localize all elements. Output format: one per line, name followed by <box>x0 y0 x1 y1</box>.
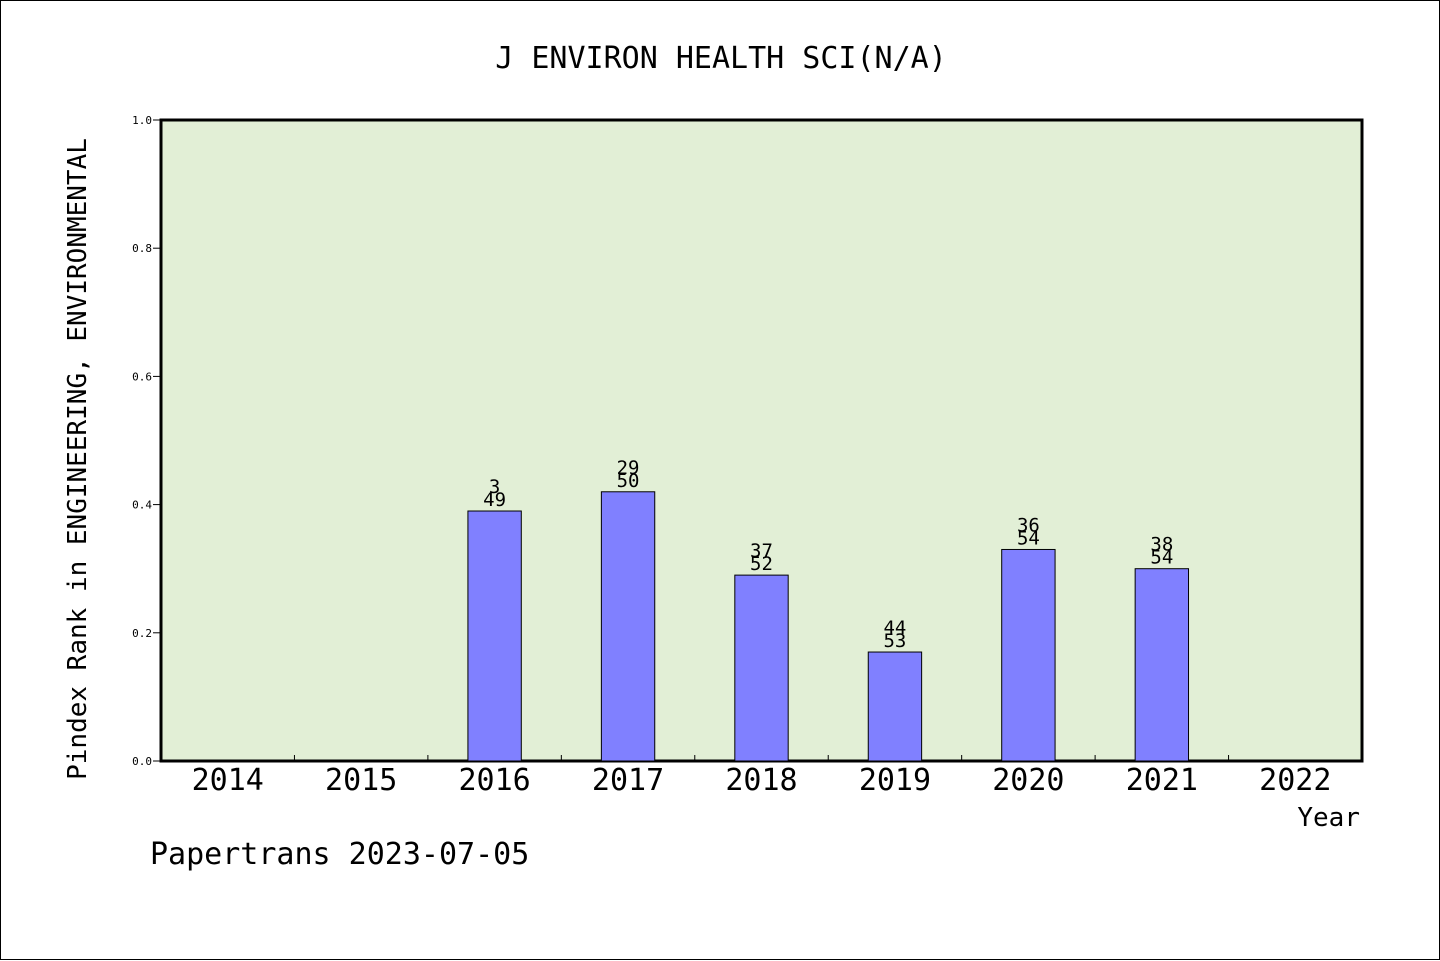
x-tick-label: 2021 <box>1126 763 1198 798</box>
bar-2017 <box>600 491 656 762</box>
bar-rank-label: 37 <box>750 540 773 562</box>
bar-rank-label: 3 <box>489 476 500 498</box>
bar-2016 <box>467 510 522 762</box>
y-tick-label: 0.2 <box>132 627 152 640</box>
x-tick-label: 2022 <box>1259 763 1331 798</box>
y-axis-label: Pindex Rank in ENGINEERING, ENVIRONMENTA… <box>63 138 93 780</box>
y-tick-label: 0.6 <box>132 370 152 383</box>
bar-total-label: 49 <box>483 489 506 511</box>
bar-total-label: 54 <box>1017 527 1040 549</box>
x-tick-label: 2016 <box>458 763 530 798</box>
y-tick-label: 1.0 <box>132 114 152 127</box>
bar-total-label: 52 <box>750 553 773 575</box>
x-tick-label: 2020 <box>992 763 1064 798</box>
bar-2020 <box>1001 548 1056 762</box>
y-tick-label: 0.8 <box>132 242 152 255</box>
x-tick-label: 2015 <box>325 763 397 798</box>
x-axis: 2014 2015 2016 2017 2018 2019 2020 2021 2022 <box>192 755 1331 798</box>
x-tick-label: 2014 <box>192 763 264 798</box>
footer-stamp: Papertrans 2023-07-05 <box>150 837 529 872</box>
bar-rank-label: 44 <box>883 617 906 639</box>
bar-total-label: 54 <box>1150 547 1173 569</box>
bar-2021 <box>1134 568 1190 762</box>
bar-rank-label: 29 <box>617 457 640 479</box>
x-tick-label: 2018 <box>725 763 797 798</box>
x-tick-label: 2019 <box>859 763 931 798</box>
bar-rank-label: 38 <box>1150 534 1173 556</box>
bar-total-label: 50 <box>617 470 640 492</box>
bar-total-label: 53 <box>883 630 906 652</box>
y-tick-label: 0.0 <box>132 755 152 768</box>
x-tick-label: 2017 <box>592 763 664 798</box>
x-axis-label: Year <box>1297 803 1360 833</box>
bar-2018 <box>734 574 789 762</box>
bar-series <box>467 491 1190 762</box>
chart-title: J ENVIRON HEALTH SCI(N/A) <box>495 41 947 76</box>
y-axis: 0.0 0.2 0.4 0.6 0.8 1.0 <box>132 114 161 768</box>
bar-rank-label: 36 <box>1017 514 1040 536</box>
bar-2019 <box>867 651 923 762</box>
y-tick-label: 0.4 <box>132 499 152 512</box>
